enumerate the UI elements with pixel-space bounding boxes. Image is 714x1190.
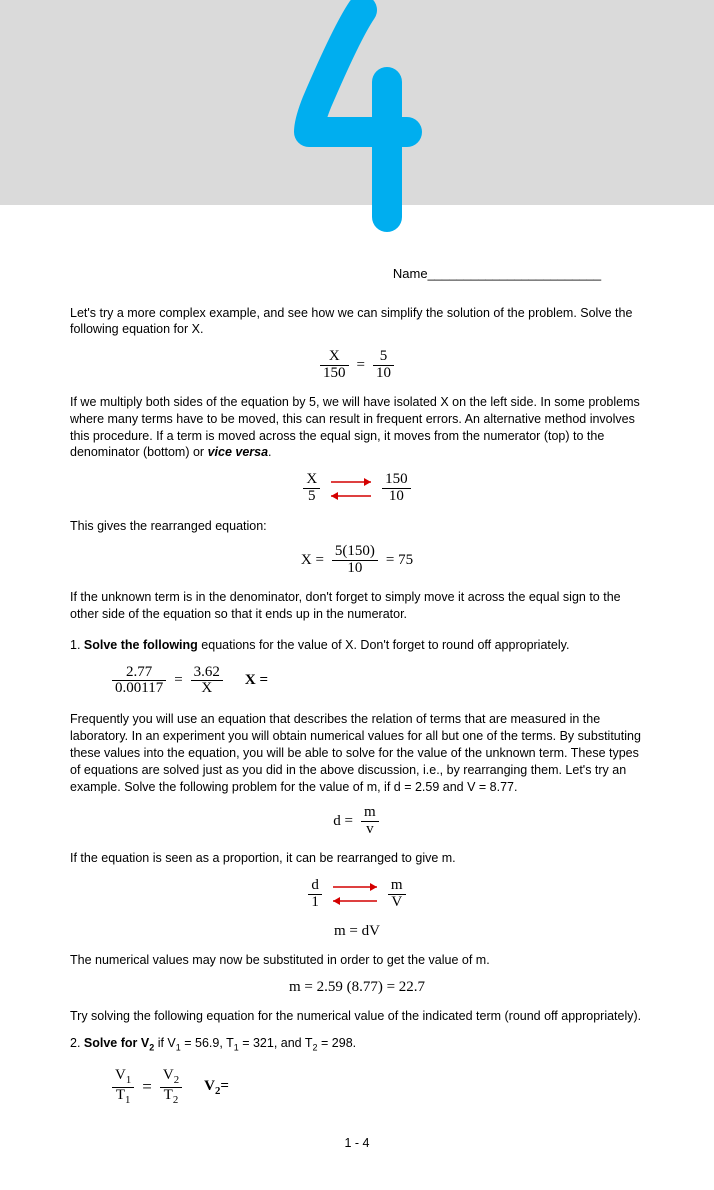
rearr-pre: X = [301,552,324,569]
q2-c: if V [154,1036,176,1050]
q1-prompt: 1. Solve the following equations for the… [70,637,644,654]
q2-f: = 298. [318,1036,357,1050]
q2-equals: = [142,1077,152,1097]
eq-d-m-v: d = mv [70,805,644,838]
cross1-rn: 150 [382,472,411,489]
lab-p4: Try solving the following equation for t… [70,1008,644,1025]
q2-rn: V2 [160,1068,182,1087]
eq-dmv-pre: d = [333,813,353,830]
eq1-ln: X [320,349,349,366]
eq1-rn: 5 [373,349,394,366]
cross2-rn: m [388,878,406,895]
name-blank: ________________________ [428,266,602,281]
cross-arrow-1 [326,472,376,506]
cross2-rd: V [388,895,406,911]
cross2-ln: d [308,878,322,895]
intro-p2: If we multiply both sides of the equatio… [70,394,644,462]
page-content: Name________________________ Let's try a… [0,205,714,1190]
q1-ld: 0.00117 [112,681,166,697]
rearr-num: 5(150) [332,544,378,561]
q2-b1: Solve for V [84,1036,149,1050]
intro-p1: Let's try a more complex example, and se… [70,305,644,339]
q2-e: = 321, and T [239,1036,313,1050]
cross-arrow-2 [328,877,382,911]
q1-answer-label: X = [245,672,268,688]
rearr-den: 10 [332,561,378,577]
q1-bold: Solve the following [84,638,198,652]
page-number-glyph [247,0,467,232]
cross1-ln: X [303,472,320,489]
q2-num: 2. [70,1036,84,1050]
eq1-rd: 10 [373,366,394,382]
q1-rn: 3.62 [191,665,223,682]
eq-m-dv: m = dV [70,923,644,940]
q1-num: 1. [70,638,84,652]
q1-rd: X [191,681,223,697]
intro-p2-b: vice versa [208,445,268,459]
cross-multiply-1: X5 15010 [70,471,644,505]
intro-p2-c: . [268,445,271,459]
cross2-ld: 1 [308,895,322,911]
name-line: Name________________________ [70,265,644,283]
q1-ln: 2.77 [112,665,166,682]
equals-sign: = [357,357,365,374]
rearranged-label: This gives the rearranged equation: [70,518,644,535]
q1-equals: = [174,672,182,689]
page-footer: 1 - 4 [70,1136,644,1150]
eq-dmv-num: m [361,805,379,822]
cross1-rd: 10 [382,489,411,505]
q2-ln: V1 [112,1068,134,1087]
eq-m-numeric: m = 2.59 (8.77) = 22.7 [70,979,644,996]
eq1-ld: 150 [320,366,349,382]
name-label: Name [393,266,428,281]
cross-multiply-2: d1 mV [70,877,644,911]
rearr-post: = 75 [386,552,413,569]
q2-answer-label: V2= [204,1078,229,1097]
q2-equation: V1 T1 = V2 T2 V2= [70,1067,644,1106]
q1-rest: equations for the value of X. Don't forg… [198,638,570,652]
cross1-ld: 5 [303,489,320,505]
q2-d: = 56.9, T [181,1036,234,1050]
lab-p1: Frequently you will use an equation that… [70,711,644,795]
top-banner [0,0,714,205]
intro-p2-a: If we multiply both sides of the equatio… [70,395,640,460]
eq-dmv-den: v [361,822,379,838]
q1-equation: 2.770.00117 = 3.62X X = [70,664,644,698]
denominator-note: If the unknown term is in the denominato… [70,589,644,623]
eq-rearranged: X = 5(150)10 = 75 [70,544,644,577]
lab-p3: The numerical values may now be substitu… [70,952,644,969]
q2-prompt: 2. Solve for V2 if V1 = 56.9, T1 = 321, … [70,1035,644,1054]
lab-p2: If the equation is seen as a proportion,… [70,850,644,867]
eq-x-over-150: X150 = 510 [70,348,644,382]
